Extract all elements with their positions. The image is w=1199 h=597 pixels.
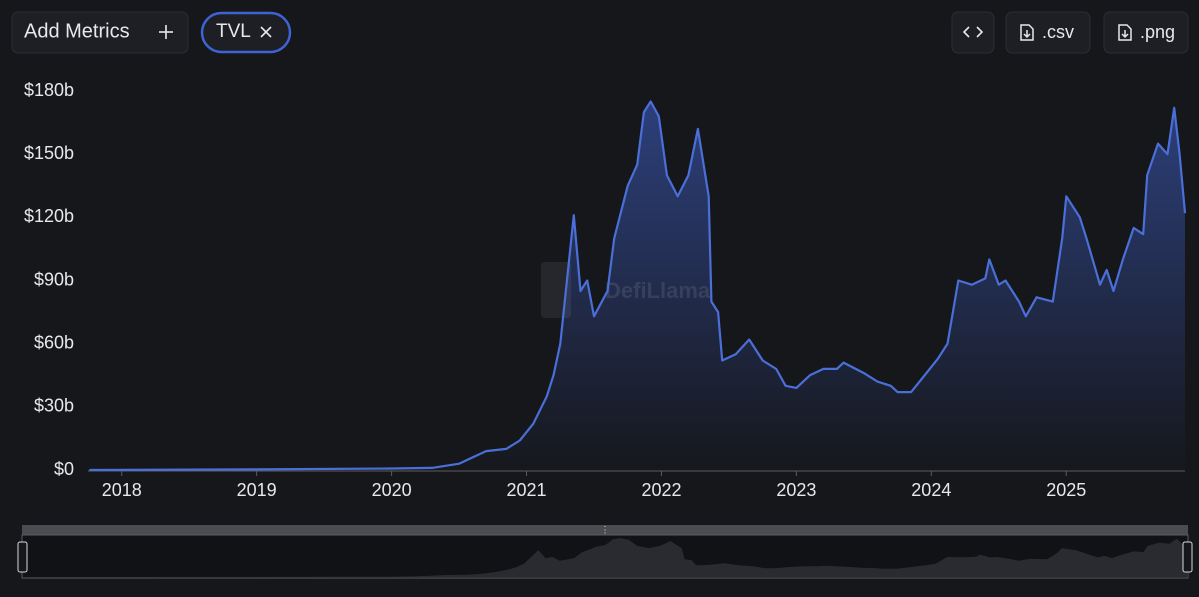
x-tick-label: 2018	[102, 480, 142, 500]
brush-bar[interactable]	[22, 525, 1188, 535]
x-tick-label: 2023	[776, 480, 816, 500]
x-tick-label: 2025	[1046, 480, 1086, 500]
embed-icon	[962, 26, 984, 38]
brush-handle-right[interactable]	[1182, 541, 1193, 573]
brush-preview	[22, 538, 1188, 577]
y-tick-label: $90b	[34, 269, 74, 289]
png-icon	[1118, 24, 1132, 41]
y-tick-label: $0	[54, 459, 74, 479]
tvl-chip-label: TVL	[216, 21, 251, 42]
y-tick-label: $120b	[24, 206, 74, 226]
add-metrics-button[interactable]	[11, 11, 189, 54]
plus-icon	[159, 25, 173, 39]
y-tick-label: $180b	[24, 80, 74, 100]
y-tick-label: $30b	[34, 396, 74, 416]
close-icon[interactable]	[260, 26, 272, 38]
png-button[interactable]	[1103, 11, 1189, 54]
y-tick-label: $150b	[24, 143, 74, 163]
brush-grip: ⋮	[601, 524, 610, 534]
x-tick-label: 2019	[237, 480, 277, 500]
x-tick-label: 2022	[641, 480, 681, 500]
tvl-chip[interactable]	[200, 11, 292, 54]
watermark: DefiLlama	[605, 278, 711, 303]
csv-icon	[1020, 24, 1034, 41]
x-tick-label: 2024	[911, 480, 951, 500]
y-tick-label: $60b	[34, 332, 74, 352]
tvl-line	[89, 100, 1187, 472]
png-label: .png	[1140, 22, 1175, 42]
area-fill	[89, 101, 1185, 470]
x-tick-label: 2021	[507, 480, 547, 500]
brush-handle-left[interactable]	[17, 541, 28, 573]
csv-button[interactable]	[1005, 11, 1091, 54]
csv-label: .csv	[1042, 22, 1074, 42]
embed-button[interactable]	[951, 11, 995, 54]
x-tick-label: 2020	[372, 480, 412, 500]
add-metrics-label: Add Metrics	[24, 20, 130, 42]
